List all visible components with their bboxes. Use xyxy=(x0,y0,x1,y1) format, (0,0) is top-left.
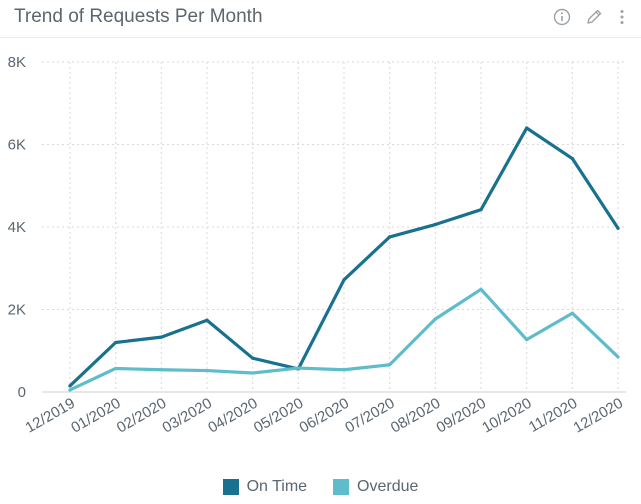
x-tick-label: 08/2020 xyxy=(388,395,443,437)
x-tick-label: 04/2020 xyxy=(205,395,260,437)
data-point-on-time xyxy=(388,235,392,239)
data-point-overdue xyxy=(479,287,483,291)
x-tick-label: 03/2020 xyxy=(160,395,215,437)
widget-header: Trend of Requests Per Month xyxy=(0,0,641,36)
legend-swatch-overdue xyxy=(333,479,350,495)
y-tick-label: 8K xyxy=(8,54,26,71)
y-tick-label: 0 xyxy=(18,384,26,401)
y-tick-label: 2K xyxy=(8,302,26,319)
data-point-on-time xyxy=(570,156,574,161)
x-tick-label: 09/2020 xyxy=(434,395,489,437)
x-tick-label: 05/2020 xyxy=(251,395,306,437)
data-point-on-time xyxy=(114,340,118,345)
x-tick-label: 02/2020 xyxy=(114,395,169,437)
legend-item-overdue[interactable]: Overdue xyxy=(333,478,418,496)
data-point-on-time xyxy=(342,278,346,282)
data-point-overdue xyxy=(296,366,300,370)
x-tick-label: 12/2019 xyxy=(23,395,78,437)
data-point-overdue xyxy=(251,371,255,375)
x-tick-label: 07/2020 xyxy=(342,395,397,437)
data-point-on-time xyxy=(616,226,620,230)
data-point-on-time xyxy=(205,318,209,322)
x-tick-label: 01/2020 xyxy=(68,395,123,437)
data-point-on-time xyxy=(479,208,483,212)
x-tick-label: 12/2020 xyxy=(571,395,626,437)
widget-title: Trend of Requests Per Month xyxy=(14,6,263,27)
data-point-overdue xyxy=(570,311,574,315)
pencil-icon[interactable] xyxy=(582,5,606,29)
y-tick-label: 4K xyxy=(8,219,26,236)
legend-item-on-time[interactable]: On Time xyxy=(222,478,308,496)
data-point-on-time xyxy=(251,356,255,360)
data-point-overdue xyxy=(205,368,209,373)
data-point-on-time xyxy=(159,335,163,339)
data-point-overdue xyxy=(114,366,118,371)
data-point-overdue xyxy=(388,363,392,367)
data-point-on-time xyxy=(68,384,72,388)
chart-legend: On Time Overdue xyxy=(0,476,641,498)
data-point-on-time xyxy=(433,222,437,227)
legend-label-overdue: Overdue xyxy=(357,478,419,495)
x-tick-label: 06/2020 xyxy=(297,395,352,437)
legend-label-on-time: On Time xyxy=(246,478,308,495)
data-point-overdue xyxy=(525,338,529,342)
data-point-overdue xyxy=(159,368,163,372)
data-point-overdue xyxy=(68,388,72,392)
x-tick-label: 10/2020 xyxy=(479,395,534,437)
data-point-overdue xyxy=(342,368,346,372)
kebab-menu-icon[interactable] xyxy=(614,5,630,29)
data-point-overdue xyxy=(433,317,437,321)
data-point-overdue xyxy=(616,355,620,359)
line-chart: 0 2K 4K 6K 8K 12/201901/202002/202003/202004/… xyxy=(8,54,626,437)
header-divider xyxy=(0,37,641,38)
y-tick-label: 6K xyxy=(8,137,26,154)
info-icon[interactable] xyxy=(550,5,574,29)
x-tick-label: 11/2020 xyxy=(526,395,580,436)
legend-swatch-on-time xyxy=(222,479,239,495)
data-point-on-time xyxy=(525,126,529,130)
